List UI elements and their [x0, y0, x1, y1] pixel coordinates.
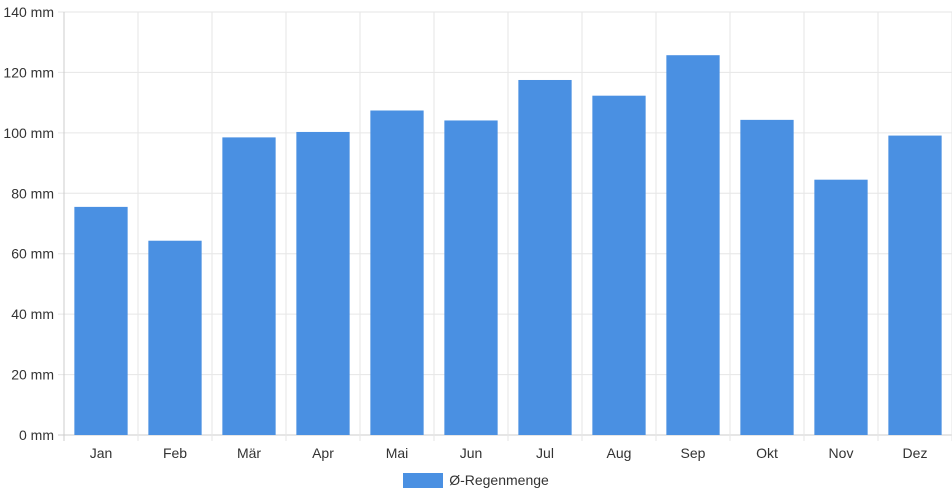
bar[interactable] — [518, 79, 572, 435]
bar[interactable] — [370, 110, 424, 436]
grid-lines — [58, 11, 952, 441]
bar[interactable] — [222, 137, 276, 435]
y-tick-label: 100 mm — [3, 125, 54, 141]
bar[interactable] — [74, 206, 128, 435]
x-axis-ticks: Jan Feb Mär Apr Mai Jun Jul Aug Sep Okt Nov Dez — [90, 445, 928, 461]
y-axis-ticks: 0 mm 20 mm 40 mm 60 mm 80 mm 100 mm 120 mm 140 … — [3, 4, 54, 443]
legend[interactable]: Ø-Regenmenge — [0, 472, 952, 488]
x-tick-label: Feb — [163, 445, 187, 461]
legend-swatch — [403, 472, 444, 488]
y-tick-label: 40 mm — [11, 306, 54, 322]
x-tick-label: Mai — [386, 445, 409, 461]
x-tick-label: Aug — [607, 445, 632, 461]
bar[interactable] — [592, 95, 646, 435]
y-tick-label: 80 mm — [11, 185, 54, 201]
bar[interactable] — [444, 120, 498, 435]
bars — [74, 55, 942, 436]
x-tick-label: Jun — [460, 445, 483, 461]
x-tick-label: Jan — [90, 445, 113, 461]
y-tick-label: 120 mm — [3, 64, 54, 80]
legend-label: Ø-Regenmenge — [449, 472, 549, 488]
bar[interactable] — [888, 135, 942, 436]
x-tick-label: Apr — [312, 445, 334, 461]
bar[interactable] — [296, 131, 350, 435]
x-tick-label: Okt — [756, 445, 778, 461]
x-tick-label: Jul — [536, 445, 554, 461]
x-tick-label: Dez — [903, 445, 928, 461]
y-tick-label: 60 mm — [11, 246, 54, 262]
x-tick-label: Sep — [681, 445, 706, 461]
x-tick-label: Nov — [829, 445, 854, 461]
x-tick-label: Mär — [237, 445, 261, 461]
y-tick-label: 140 mm — [3, 4, 54, 20]
y-tick-label: 20 mm — [11, 367, 54, 383]
bar[interactable] — [814, 179, 868, 435]
y-tick-label: 0 mm — [19, 427, 54, 443]
bar[interactable] — [148, 240, 202, 435]
bar[interactable] — [740, 119, 794, 436]
bar[interactable] — [666, 55, 720, 436]
